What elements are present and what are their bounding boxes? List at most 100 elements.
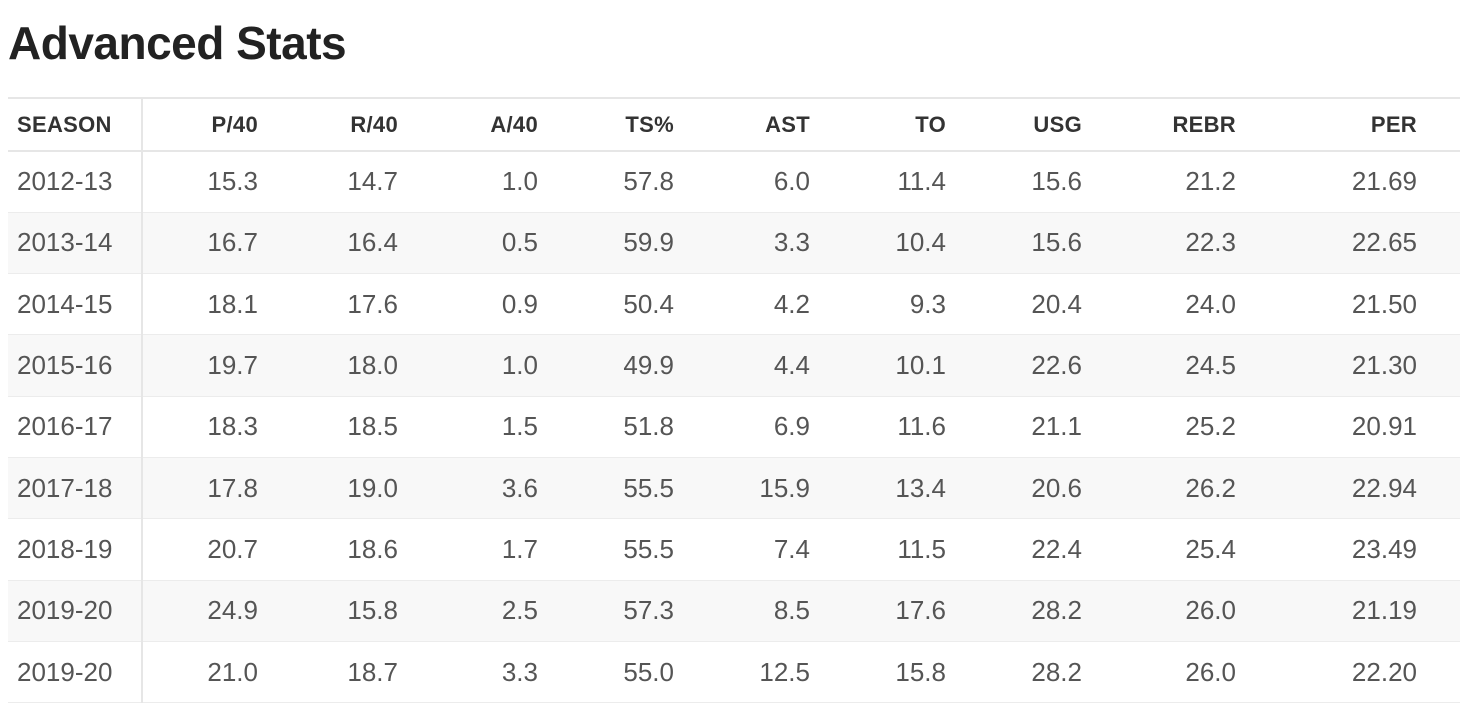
column-header-ast[interactable]: AST xyxy=(765,111,810,137)
cell-season: 2015-16 xyxy=(8,334,143,397)
column-header-r40[interactable]: R/40 xyxy=(350,111,398,137)
cell-to: 11.6 xyxy=(897,411,946,442)
cell-r40: 19.0 xyxy=(347,472,398,503)
cell-rebr: 25.2 xyxy=(1185,411,1236,442)
cell-p40: 17.8 xyxy=(207,472,258,503)
cell-r40: 14.7 xyxy=(347,166,398,197)
column-header-a40[interactable]: A/40 xyxy=(490,111,538,137)
cell-r40: 17.6 xyxy=(347,288,398,319)
advanced-stats-table: SEASON P/40 R/40 A/40 TS% AST TO USG REB… xyxy=(8,97,1460,703)
cell-a40: 1.0 xyxy=(501,350,538,381)
cell-a40: 3.6 xyxy=(501,472,538,503)
cell-usg: 22.6 xyxy=(1031,350,1082,381)
cell-ts-pct: 50.4 xyxy=(623,288,674,319)
cell-season: 2014-15 xyxy=(8,273,143,335)
cell-ast: 15.9 xyxy=(759,472,810,503)
cell-usg: 28.2 xyxy=(1031,595,1082,626)
cell-per: 22.20 xyxy=(1351,656,1417,687)
table-row: 2012-13 15.3 14.7 1.0 57.8 6.0 11.4 15.6 21.2 21.… xyxy=(8,151,1460,213)
cell-ast: 6.9 xyxy=(773,411,810,442)
cell-p40: 20.7 xyxy=(207,533,258,564)
cell-a40: 3.3 xyxy=(501,656,538,687)
cell-rebr: 24.0 xyxy=(1185,288,1236,319)
cell-usg: 22.4 xyxy=(1031,533,1082,564)
cell-ts-pct: 51.8 xyxy=(623,411,674,442)
cell-rebr: 24.5 xyxy=(1185,350,1236,381)
cell-per: 21.50 xyxy=(1351,288,1417,319)
cell-season: 2012-13 xyxy=(8,151,143,213)
table-row: 2016-17 18.3 18.5 1.5 51.8 6.9 11.6 21.1 25.2 20.… xyxy=(8,396,1460,458)
cell-season: 2013-14 xyxy=(8,212,143,274)
cell-a40: 1.7 xyxy=(501,533,538,564)
cell-p40: 18.3 xyxy=(207,411,258,442)
cell-rebr: 26.0 xyxy=(1185,656,1236,687)
cell-ts-pct: 57.3 xyxy=(623,595,674,626)
cell-p40: 21.0 xyxy=(207,656,258,687)
column-header-rebr[interactable]: REBR xyxy=(1172,111,1236,137)
cell-usg: 28.2 xyxy=(1031,656,1082,687)
cell-to: 10.1 xyxy=(895,350,946,381)
column-header-ts-pct[interactable]: TS% xyxy=(625,111,674,137)
cell-a40: 0.9 xyxy=(501,288,538,319)
cell-a40: 2.5 xyxy=(501,595,538,626)
cell-ast: 12.5 xyxy=(759,656,810,687)
table-body: 2012-13 15.3 14.7 1.0 57.8 6.0 11.4 15.6 21.2 21.… xyxy=(8,151,1460,703)
table-row: 2014-15 18.1 17.6 0.9 50.4 4.2 9.3 20.4 24.0 21.5… xyxy=(8,273,1460,335)
cell-to: 15.8 xyxy=(895,656,946,687)
cell-p40: 16.7 xyxy=(207,227,258,258)
cell-usg: 15.6 xyxy=(1031,166,1082,197)
cell-per: 21.19 xyxy=(1351,595,1417,626)
table-row: 2019-20 24.9 15.8 2.5 57.3 8.5 17.6 28.2 26.0 21.… xyxy=(8,580,1460,642)
cell-season: 2017-18 xyxy=(8,457,143,519)
cell-rebr: 25.4 xyxy=(1185,533,1236,564)
cell-per: 20.91 xyxy=(1351,411,1417,442)
cell-rebr: 26.0 xyxy=(1185,595,1236,626)
column-header-usg[interactable]: USG xyxy=(1033,111,1082,137)
cell-per: 21.30 xyxy=(1351,350,1417,381)
advanced-stats-section: Advanced Stats SEASON P/40 R/40 A/40 TS%… xyxy=(8,0,1460,703)
cell-rebr: 26.2 xyxy=(1185,472,1236,503)
cell-ts-pct: 49.9 xyxy=(623,350,674,381)
cell-ast: 8.5 xyxy=(773,595,810,626)
cell-p40: 19.7 xyxy=(207,350,258,381)
cell-a40: 1.0 xyxy=(501,166,538,197)
cell-to: 11.4 xyxy=(897,166,946,197)
cell-ts-pct: 55.5 xyxy=(623,472,674,503)
column-header-season[interactable]: SEASON xyxy=(8,98,143,151)
cell-to: 9.3 xyxy=(909,288,946,319)
cell-r40: 15.8 xyxy=(347,595,398,626)
cell-ast: 4.4 xyxy=(773,350,810,381)
cell-a40: 1.5 xyxy=(501,411,538,442)
cell-p40: 24.9 xyxy=(207,595,258,626)
column-header-to[interactable]: TO xyxy=(915,111,946,137)
cell-ast: 6.0 xyxy=(773,166,810,197)
table-header-row: SEASON P/40 R/40 A/40 TS% AST TO USG REB… xyxy=(8,98,1460,151)
cell-per: 23.49 xyxy=(1351,533,1417,564)
cell-to: 11.5 xyxy=(897,533,946,564)
column-header-per[interactable]: PER xyxy=(1370,111,1417,137)
cell-per: 22.65 xyxy=(1351,227,1417,258)
table-row: 2013-14 16.7 16.4 0.5 59.9 3.3 10.4 15.6 22.3 22.… xyxy=(8,212,1460,274)
cell-p40: 15.3 xyxy=(207,166,258,197)
cell-p40: 18.1 xyxy=(207,288,258,319)
cell-ast: 3.3 xyxy=(773,227,810,258)
cell-usg: 20.4 xyxy=(1031,288,1082,319)
cell-ts-pct: 59.9 xyxy=(623,227,674,258)
cell-per: 21.69 xyxy=(1351,166,1417,197)
cell-ts-pct: 55.5 xyxy=(623,533,674,564)
cell-per: 22.94 xyxy=(1351,472,1417,503)
cell-season: 2019-20 xyxy=(8,641,143,703)
cell-r40: 18.0 xyxy=(347,350,398,381)
cell-rebr: 22.3 xyxy=(1185,227,1236,258)
table-row: 2017-18 17.8 19.0 3.6 55.5 15.9 13.4 20.6 26.2 22… xyxy=(8,457,1460,519)
cell-ts-pct: 55.0 xyxy=(623,656,674,687)
cell-usg: 15.6 xyxy=(1031,227,1082,258)
page-title: Advanced Stats xyxy=(8,17,347,69)
table-row: 2015-16 19.7 18.0 1.0 49.9 4.4 10.1 22.6 24.5 21.… xyxy=(8,334,1460,397)
cell-to: 13.4 xyxy=(895,472,946,503)
cell-season: 2016-17 xyxy=(8,396,143,458)
cell-season: 2019-20 xyxy=(8,580,143,642)
column-header-p40[interactable]: P/40 xyxy=(211,111,258,137)
cell-r40: 18.5 xyxy=(347,411,398,442)
cell-r40: 18.7 xyxy=(347,656,398,687)
